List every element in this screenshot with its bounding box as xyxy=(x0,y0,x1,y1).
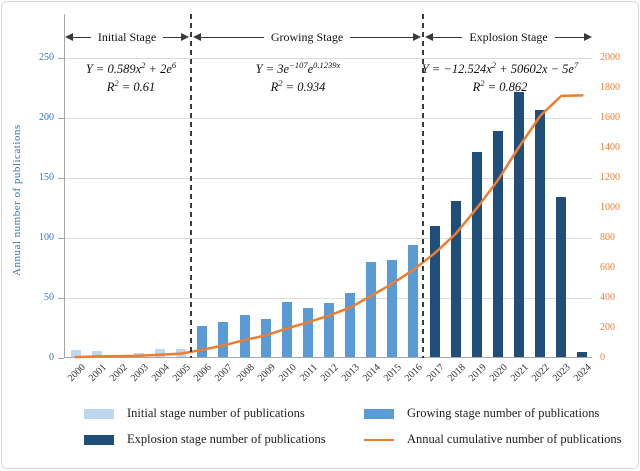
right-axis-tick-label: 0 xyxy=(600,352,605,363)
gridline xyxy=(65,178,592,179)
legend-item-explosion: Explosion stage number of publications xyxy=(84,432,326,447)
bar-2009 xyxy=(260,318,271,357)
stage-label-explosion: Explosion Stage xyxy=(469,29,548,44)
stage-label-initial: Initial Stage xyxy=(97,29,157,44)
left-axis-tick-label: 200 xyxy=(39,112,54,123)
left-axis-tick-label: 250 xyxy=(39,52,54,63)
right-axis-tick-label: 1000 xyxy=(600,202,620,213)
legend-item-cumulative: Annual cumulative number of publications xyxy=(364,432,622,447)
gridline xyxy=(65,118,592,119)
gridline xyxy=(65,58,592,59)
arrow-right-icon xyxy=(584,33,593,41)
equation-initial-stage: Y = 0.589x2 + 2e6 R2 = 0.61 xyxy=(16,60,246,97)
left-axis-tick-mark xyxy=(58,358,64,359)
equation-formula: Y = 0.589x2 + 2e6 xyxy=(85,60,177,77)
left-axis-tick-mark xyxy=(58,298,64,299)
right-axis-tick-label: 2000 xyxy=(600,52,620,63)
left-axis-tick-label: 150 xyxy=(39,172,54,183)
left-axis-tick-label: 100 xyxy=(39,232,54,243)
bar-2018 xyxy=(450,201,461,357)
bar-2013 xyxy=(345,293,356,357)
arrow-right-icon xyxy=(413,33,422,41)
bar-2008 xyxy=(239,315,250,357)
bar-2016 xyxy=(408,245,419,357)
legend-label: Annual cumulative number of publications xyxy=(407,432,622,446)
bar-2014 xyxy=(366,262,377,357)
equation-r2: R2 = 0.61 xyxy=(106,78,156,95)
legend-item-initial: Initial stage number of publications xyxy=(84,406,305,421)
legend-label: Initial stage number of publications xyxy=(127,406,305,420)
bar-2022 xyxy=(535,109,546,357)
bar-2000 xyxy=(70,349,81,357)
gridline xyxy=(65,238,592,239)
bar-2020 xyxy=(492,131,503,357)
bar-2015 xyxy=(387,259,398,357)
explosion-stage-swatch xyxy=(84,434,114,445)
stage-label-growing: Growing Stage xyxy=(270,29,344,44)
bar-2011 xyxy=(302,307,313,357)
plot-area: 2000 2001 2002 2003 2004 2005 2006 2007 2008 2009… xyxy=(64,14,594,384)
stage-span-initial: Initial Stage xyxy=(65,29,190,44)
growing-stage-swatch xyxy=(364,408,394,419)
cumulative-line-swatch xyxy=(364,438,394,441)
bar-2024 xyxy=(577,352,588,357)
left-axis-tick-label: 50 xyxy=(44,292,54,303)
equation-growing-stage: Y = 3e−107e0.1239x R2 = 0.934 xyxy=(183,60,413,97)
left-axis-tick-mark xyxy=(58,238,64,239)
left-axis-tick-mark xyxy=(58,118,64,119)
cumulative-line xyxy=(74,94,584,359)
equation-r2: R2 = 0.862 xyxy=(472,78,528,95)
bar-2006 xyxy=(197,325,208,357)
legend-item-growing: Growing stage number of publications xyxy=(364,406,599,421)
legend-label: Growing stage number of publications xyxy=(407,406,600,420)
bar-2019 xyxy=(471,151,482,357)
bar-2023 xyxy=(556,197,567,357)
right-axis-tick-label: 600 xyxy=(600,262,615,273)
stage-span-explosion: Explosion Stage xyxy=(425,29,593,44)
bar-2017 xyxy=(429,226,440,357)
right-axis-tick-label: 1800 xyxy=(600,82,620,93)
right-axis-tick-label: 1600 xyxy=(600,112,620,123)
left-axis-tick-mark xyxy=(58,58,64,59)
right-axis-tick-label: 1200 xyxy=(600,172,620,183)
arrow-left-icon xyxy=(425,33,433,41)
left-axis-tick-label: 0 xyxy=(49,352,54,363)
stage-divider-growing-explosion xyxy=(422,14,425,358)
stage-span-growing: Growing Stage xyxy=(193,29,422,44)
legend-label: Explosion stage number of publications xyxy=(127,432,326,446)
initial-stage-swatch xyxy=(84,408,114,419)
equation-formula: Y = −12.524x2 + 50602x − 5e7 xyxy=(421,60,579,77)
bar-2012 xyxy=(324,303,334,357)
equation-explosion-stage: Y = −12.524x2 + 50602x − 5e7 R2 = 0.862 xyxy=(385,60,615,97)
bar-2007 xyxy=(218,322,229,357)
stage-divider-initial-growing xyxy=(189,14,192,358)
arrow-left-icon xyxy=(193,33,201,41)
right-axis-tick-label: 400 xyxy=(600,292,615,303)
right-axis-tick-label: 1400 xyxy=(600,142,620,153)
gridline xyxy=(65,298,592,299)
bar-2021 xyxy=(514,91,525,357)
equation-formula: Y = 3e−107e0.1239x xyxy=(255,60,341,77)
arrow-right-icon xyxy=(181,33,190,41)
left-axis-tick-mark xyxy=(58,178,64,179)
right-axis-tick-label: 200 xyxy=(600,322,615,333)
arrow-left-icon xyxy=(65,33,73,41)
right-axis-tick-label: 800 xyxy=(600,232,615,243)
bar-2001 xyxy=(91,351,102,357)
equation-r2: R2 = 0.934 xyxy=(270,78,326,95)
bar-2004 xyxy=(155,348,166,357)
